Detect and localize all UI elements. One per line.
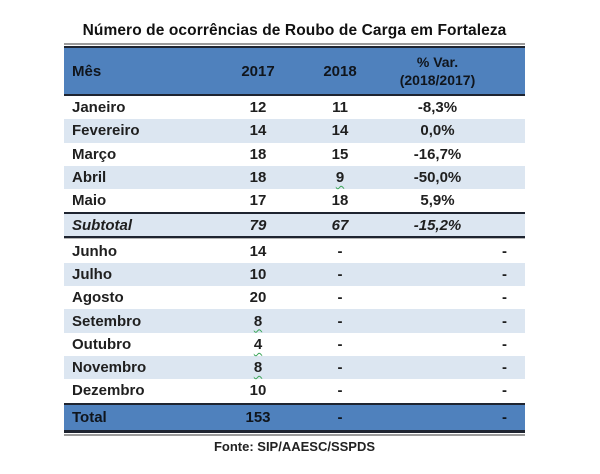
table-row: Março 18 15 -16,7% <box>64 143 525 166</box>
month-cell: Subtotal <box>72 216 132 234</box>
month-cell: Novembro <box>72 359 147 377</box>
table-body: Janeiro 12 11 -8,3% Fevereiro 14 14 0,0% Março 18… <box>64 96 525 430</box>
value-2018-cell: - <box>337 335 343 353</box>
value-2017-cell: 8 <box>212 313 304 330</box>
source-caption: Fonte: SIP/AAESC/SSPDS <box>213 438 376 454</box>
value-2017-cell: 8 <box>212 359 304 376</box>
variation-cell: - <box>502 408 507 426</box>
value-2017-cell: 10 <box>249 265 267 283</box>
value-2018-cell: 15 <box>331 145 349 163</box>
month-cell: Fevereiro <box>72 122 140 140</box>
value-2017-cell: 79 <box>249 216 267 234</box>
value-2018-cell: 9 <box>304 169 376 186</box>
value-2018-cell: - <box>337 408 343 426</box>
variation-cell: -8,3% <box>417 99 458 117</box>
table-row: Dezembro 10 - - <box>64 379 525 402</box>
variation-cell: - <box>502 359 507 377</box>
value-2017-cell: 10 <box>249 382 267 400</box>
month-cell: Agosto <box>72 289 124 307</box>
value-2018-cell: - <box>337 312 343 330</box>
table-bottom-border <box>64 429 525 436</box>
table-row: Maio 17 18 5,9% <box>64 189 525 212</box>
table-row: Total 153 - - <box>64 402 525 430</box>
value-2017-cell: 12 <box>249 99 267 117</box>
variation-cell: - <box>502 242 507 260</box>
value-2017-cell: 4 <box>212 336 304 353</box>
table-row: Outubro 4 - - <box>64 333 525 356</box>
value-2018-cell: 14 <box>331 122 349 140</box>
spellcheck-squiggle-value: 4 <box>253 335 263 353</box>
occurrences-table: Número de ocorrências de Roubo de Carga … <box>64 22 525 454</box>
value-2017-cell: 153 <box>245 408 271 426</box>
table-row: Julho 10 - - <box>64 262 525 287</box>
variation-cell: - <box>502 289 507 307</box>
table-row: Janeiro 12 11 -8,3% <box>64 96 525 119</box>
table-row: Subtotal 79 67 -15,2% <box>64 212 525 239</box>
table-row: Junho 14 - - <box>64 238 525 262</box>
table-header-row: Mês 2017 2018 % Var. (2018/2017) <box>64 48 525 96</box>
month-cell: Dezembro <box>72 382 145 400</box>
value-2018-cell: - <box>337 242 343 260</box>
table-row: Setembro 8 - - <box>64 309 525 333</box>
table-row: Agosto 20 - - <box>64 286 525 309</box>
value-2017-cell: 14 <box>249 242 267 260</box>
variation-cell: - <box>502 265 507 283</box>
variation-cell: - <box>502 382 507 400</box>
month-cell: Junho <box>72 242 117 260</box>
month-cell: Total <box>72 408 107 426</box>
month-cell: Julho <box>72 265 112 283</box>
variation-cell: 5,9% <box>420 192 455 210</box>
variation-cell: -50,0% <box>413 169 462 187</box>
variation-cell: - <box>502 312 507 330</box>
spellcheck-squiggle-value: 8 <box>253 312 263 330</box>
variation-cell: -16,7% <box>413 145 462 163</box>
table-top-border <box>64 43 525 48</box>
month-cell: Outubro <box>72 335 132 353</box>
value-2018-cell: - <box>337 382 343 400</box>
value-2018-cell: 11 <box>332 99 348 117</box>
table-title: Número de ocorrências de Roubo de Carga … <box>82 22 507 39</box>
table-row: Abril 18 9 -50,0% <box>64 165 525 190</box>
value-2018-cell: 18 <box>331 192 349 210</box>
header-variation: % Var. (2018/2017) <box>376 53 525 89</box>
header-2018: 2018 <box>323 62 357 80</box>
value-2017-cell: 18 <box>249 169 267 187</box>
spellcheck-squiggle-value: 9 <box>335 169 345 187</box>
month-cell: Setembro <box>72 312 142 330</box>
header-variation-line1: % Var. <box>416 53 459 70</box>
month-cell: Maio <box>72 192 107 210</box>
value-2017-cell: 14 <box>249 122 267 140</box>
header-month: Mês <box>72 62 102 80</box>
table-row: Fevereiro 14 14 0,0% <box>64 119 525 143</box>
variation-cell: -15,2% <box>413 216 462 234</box>
table-row: Novembro 8 - - <box>64 355 525 380</box>
value-2018-cell: 67 <box>331 216 349 234</box>
variation-cell: - <box>502 335 507 353</box>
value-2018-cell: - <box>337 265 343 283</box>
month-cell: Abril <box>72 169 107 187</box>
value-2018-cell: - <box>337 359 343 377</box>
value-2018-cell: - <box>337 289 343 307</box>
value-2017-cell: 17 <box>249 192 267 210</box>
header-variation-line2: (2018/2017) <box>399 72 476 88</box>
spellcheck-squiggle-value: 8 <box>253 359 263 377</box>
variation-cell: 0,0% <box>420 122 455 140</box>
month-cell: Janeiro <box>72 99 126 117</box>
month-cell: Março <box>72 145 117 163</box>
header-2017: 2017 <box>241 62 275 80</box>
value-2017-cell: 18 <box>249 145 267 163</box>
value-2017-cell: 20 <box>249 289 267 307</box>
